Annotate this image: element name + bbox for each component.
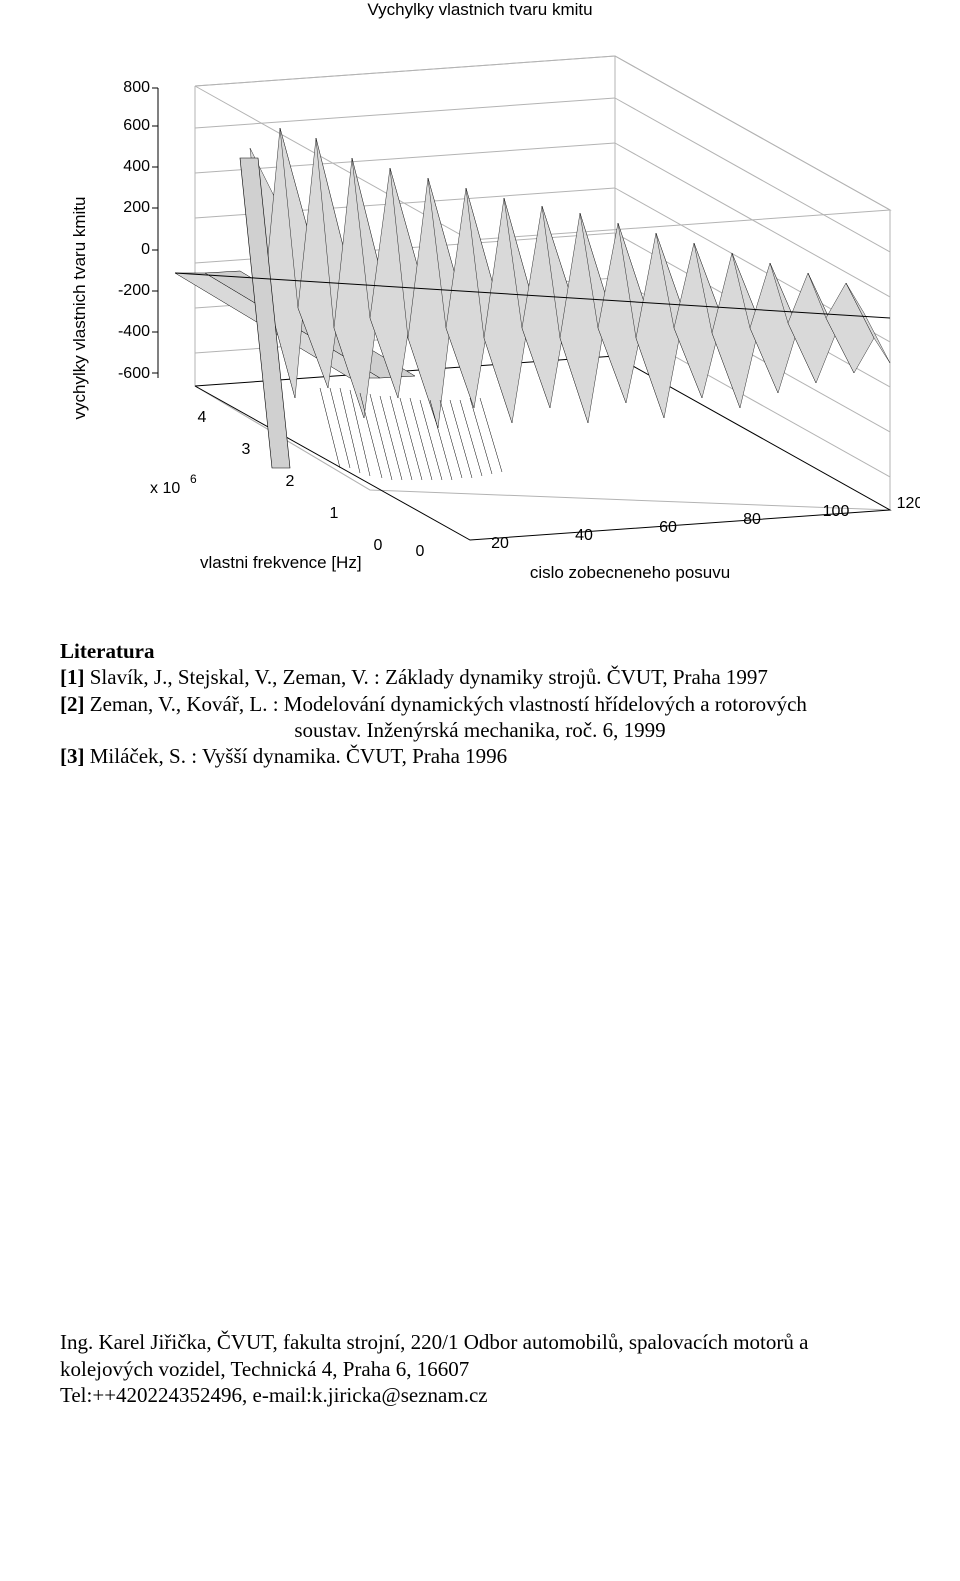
author-footer: Ing. Karel Jiřička, ČVUT, fakulta strojn… [60,1329,900,1408]
reference-3: [3] Miláček, S. : Vyšší dynamika. ČVUT, … [60,743,900,769]
z-tick: 400 [123,158,150,175]
footer-line-3: Tel:++420224352496, e-mail:k.jiricka@sez… [60,1382,900,1408]
literature-heading: Literatura [60,638,900,664]
y-tick: 20 [491,535,509,552]
footer-line-1: Ing. Karel Jiřička, ČVUT, fakulta strojn… [60,1329,900,1355]
chart-title: Vychylky vlastnich tvaru kmitu [0,0,960,20]
x-axis-exponent-base: x 10 [150,480,180,497]
y-tick: 80 [743,511,761,528]
z-tick: 600 [123,117,150,134]
y-tick: 40 [575,527,593,544]
z-axis: -600 -400 -200 0 200 400 600 800 [70,79,158,419]
surface-mesh [175,128,890,480]
x-tick: 3 [242,441,251,458]
reference-2-cont: soustav. Inženýrská mechanika, roč. 6, 1… [60,717,900,743]
ref-text: Slavík, J., Stejskal, V., Zeman, V. : Zá… [85,665,768,689]
y-tick: 120 [897,495,920,512]
x-tick: 2 [286,473,295,490]
y-axis: 0 20 40 60 80 100 120 cislo zobecneneho … [416,495,920,582]
y-axis-label: cislo zobecneneho posuvu [530,563,730,582]
reference-1: [1] Slavík, J., Stejskal, V., Zeman, V. … [60,664,900,690]
ref-text: Miláček, S. : Vyšší dynamika. ČVUT, Prah… [85,744,508,768]
page: Vychylky vlastnich tvaru kmitu [0,0,960,1408]
x-tick: 1 [330,505,339,522]
z-tick: 0 [141,241,150,258]
y-tick: 100 [823,503,850,520]
z-tick: -400 [118,323,150,340]
x-tick: 4 [198,409,207,426]
z-axis-label: vychylky vlastnich tvaru kmitu [70,197,89,420]
y-tick: 0 [416,543,425,560]
ref-num: [2] [60,692,85,716]
z-tick: 800 [123,79,150,96]
surface-plot-3d: -600 -400 -200 0 200 400 600 800 [40,28,920,588]
z-tick: -600 [118,365,150,382]
x-axis: 0 1 2 3 4 x 10 6 vlastni frekvence [Hz] [150,409,383,572]
z-tick: -200 [118,282,150,299]
reference-2: [2] Zeman, V., Kovář, L. : Modelování dy… [60,691,900,717]
z-tick: 200 [123,199,150,216]
text-section: Literatura [1] Slavík, J., Stejskal, V.,… [0,588,960,1408]
x-axis-exponent-sup: 6 [190,472,197,486]
ref-text: Zeman, V., Kovář, L. : Modelování dynami… [85,692,807,716]
ref-num: [1] [60,665,85,689]
x-tick: 0 [374,537,383,554]
surface-plot-svg: -600 -400 -200 0 200 400 600 800 [40,28,920,588]
chart-wrap: -600 -400 -200 0 200 400 600 800 [0,28,960,588]
footer-line-2: kolejových vozidel, Technická 4, Praha 6… [60,1356,900,1382]
ref-num: [3] [60,744,85,768]
x-axis-label: vlastni frekvence [Hz] [200,553,362,572]
y-tick: 60 [659,519,677,536]
